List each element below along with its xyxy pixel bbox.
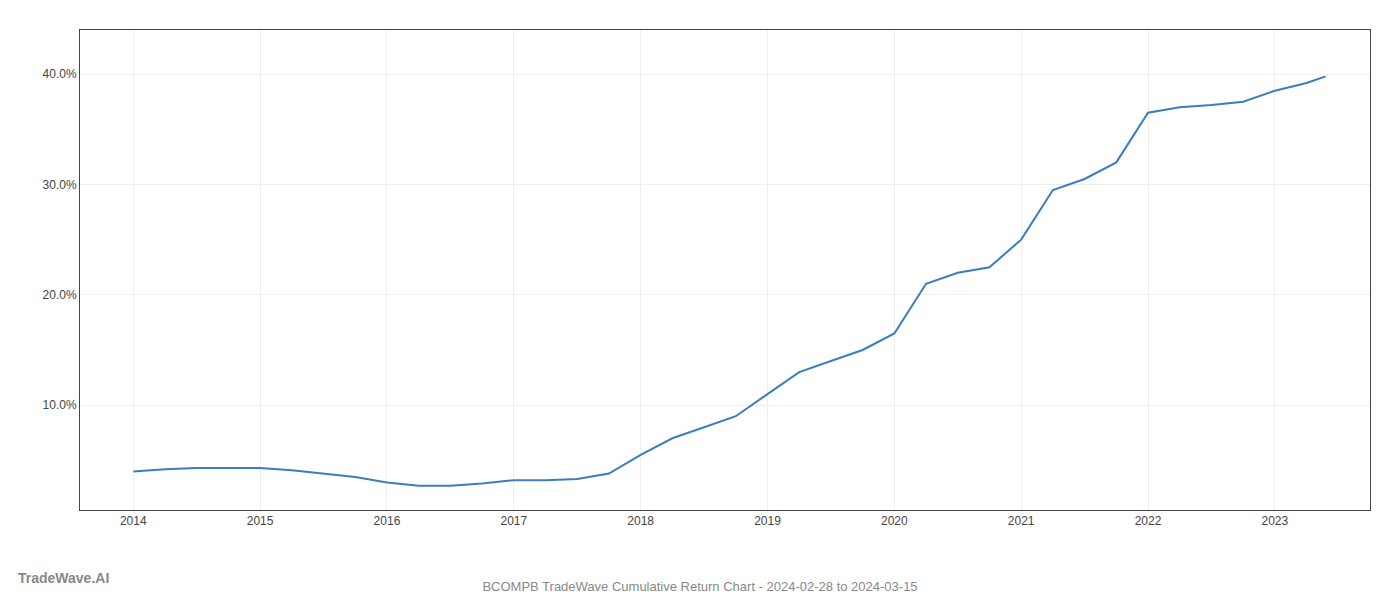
svg-text:2019: 2019 bbox=[754, 514, 781, 528]
svg-text:20.0%: 20.0% bbox=[43, 288, 77, 302]
svg-text:2021: 2021 bbox=[1008, 514, 1035, 528]
svg-text:10.0%: 10.0% bbox=[43, 398, 77, 412]
svg-text:2023: 2023 bbox=[1262, 514, 1289, 528]
svg-text:30.0%: 30.0% bbox=[43, 178, 77, 192]
svg-text:40.0%: 40.0% bbox=[43, 67, 77, 81]
svg-text:2016: 2016 bbox=[374, 514, 401, 528]
svg-text:2017: 2017 bbox=[500, 514, 527, 528]
svg-text:2018: 2018 bbox=[627, 514, 654, 528]
svg-text:2014: 2014 bbox=[120, 514, 147, 528]
svg-text:2015: 2015 bbox=[247, 514, 274, 528]
svg-text:BCOMPB TradeWave Cumulative Re: BCOMPB TradeWave Cumulative Return Chart… bbox=[482, 579, 917, 594]
svg-text:2022: 2022 bbox=[1135, 514, 1162, 528]
svg-text:2020: 2020 bbox=[881, 514, 908, 528]
svg-text:TradeWave.AI: TradeWave.AI bbox=[18, 570, 109, 586]
